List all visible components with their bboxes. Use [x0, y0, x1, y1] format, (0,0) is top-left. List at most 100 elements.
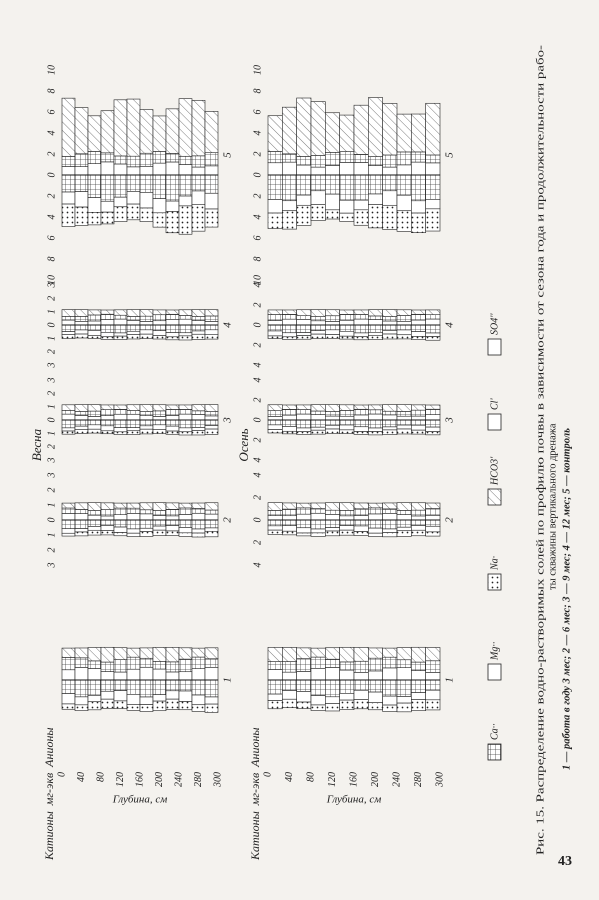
anion-band	[74, 509, 89, 514]
cation-band	[87, 526, 102, 531]
cation-band	[74, 704, 89, 711]
anion-band	[425, 502, 441, 509]
cation-band	[325, 419, 340, 426]
cation-band	[191, 694, 206, 706]
anion-band	[113, 514, 128, 521]
anion-band	[310, 667, 326, 681]
anion-band	[191, 512, 206, 521]
anion-band	[152, 661, 167, 670]
anion-band	[368, 657, 383, 672]
cation-band	[139, 333, 154, 339]
legend-swatch	[487, 743, 502, 761]
cation-band	[353, 209, 369, 226]
anion-band	[396, 315, 412, 322]
cation-band	[296, 701, 312, 709]
cation-band	[152, 212, 167, 228]
anion-band	[296, 413, 312, 421]
cation-band	[61, 331, 76, 335]
anion-band	[411, 509, 426, 517]
cation-band	[353, 431, 369, 435]
axis-title: Катионы мг-экв Анионы	[42, 727, 56, 861]
anion-band	[411, 646, 426, 663]
anion-band	[411, 670, 426, 681]
cation-band	[165, 332, 180, 338]
anion-band	[165, 515, 180, 521]
anion-band	[126, 410, 141, 415]
scale-tick-label: 6	[252, 236, 263, 241]
cation-band	[296, 324, 312, 333]
anion-band	[204, 111, 219, 154]
cation-band	[267, 429, 283, 434]
anion-band	[191, 100, 206, 157]
anion-band	[411, 161, 426, 176]
scale-tick-label: 10	[46, 275, 57, 285]
cation-band	[152, 424, 167, 430]
cation-band	[282, 174, 297, 202]
anion-band	[310, 414, 326, 421]
anion-band	[353, 104, 369, 155]
anion-band	[152, 309, 167, 316]
anion-band	[368, 319, 383, 326]
anion-band	[267, 502, 283, 511]
cation-band	[165, 519, 180, 526]
anion-band	[204, 415, 219, 421]
anion-band	[61, 513, 76, 521]
anion-band	[61, 404, 76, 411]
anion-band	[165, 502, 180, 510]
anion-band	[310, 320, 326, 326]
cation-band	[411, 529, 426, 537]
cation-band	[191, 532, 206, 538]
anion-band	[139, 657, 154, 668]
anion-band	[339, 515, 355, 521]
anion-band	[139, 411, 154, 416]
cation-band	[87, 419, 102, 426]
anion-band	[325, 165, 340, 176]
anion-band	[296, 409, 312, 415]
anion-band	[100, 415, 115, 421]
anion-band	[368, 409, 383, 415]
anion-band	[425, 672, 441, 681]
cation-band	[368, 431, 383, 436]
scale-tick-label: 4	[46, 215, 57, 220]
anion-band	[368, 315, 383, 320]
cation-band	[368, 691, 383, 703]
legend-label: SO4''	[489, 313, 500, 335]
cation-band	[267, 424, 283, 430]
cation-band	[382, 419, 398, 428]
cation-band	[339, 330, 355, 337]
cation-band	[126, 694, 141, 705]
cation-band	[61, 693, 76, 705]
anion-band	[74, 107, 89, 155]
anion-band	[126, 647, 141, 658]
cation-band	[425, 324, 441, 334]
anion-band	[382, 166, 398, 176]
cation-band	[87, 174, 102, 198]
anion-band	[425, 404, 441, 410]
anion-band	[310, 101, 326, 156]
panel-number: 4	[222, 322, 234, 328]
cation-band	[152, 519, 167, 527]
cation-band	[165, 430, 180, 435]
anion-band	[139, 109, 154, 154]
anion-band	[191, 414, 206, 421]
cation-band	[87, 695, 102, 703]
cation-band	[267, 330, 283, 337]
anion-band	[191, 647, 206, 658]
scale-tick-label: 2	[252, 540, 263, 545]
cation-band	[267, 419, 283, 426]
depth-label: Глубина, см	[326, 794, 382, 806]
axis-title-part: мг-экв	[42, 773, 56, 806]
scale-tick-label: 2	[252, 438, 263, 443]
cation-band	[126, 203, 141, 221]
cation-band	[310, 324, 326, 331]
cation-band	[282, 525, 297, 532]
cation-band	[100, 332, 115, 338]
cation-band	[126, 704, 141, 711]
anion-band	[411, 661, 426, 671]
anion-band	[178, 647, 193, 660]
scale-tick-label: 0	[252, 418, 263, 423]
cation-band	[267, 693, 283, 701]
anion-band	[368, 404, 383, 411]
anion-band	[353, 314, 369, 320]
anion-band	[165, 671, 180, 681]
